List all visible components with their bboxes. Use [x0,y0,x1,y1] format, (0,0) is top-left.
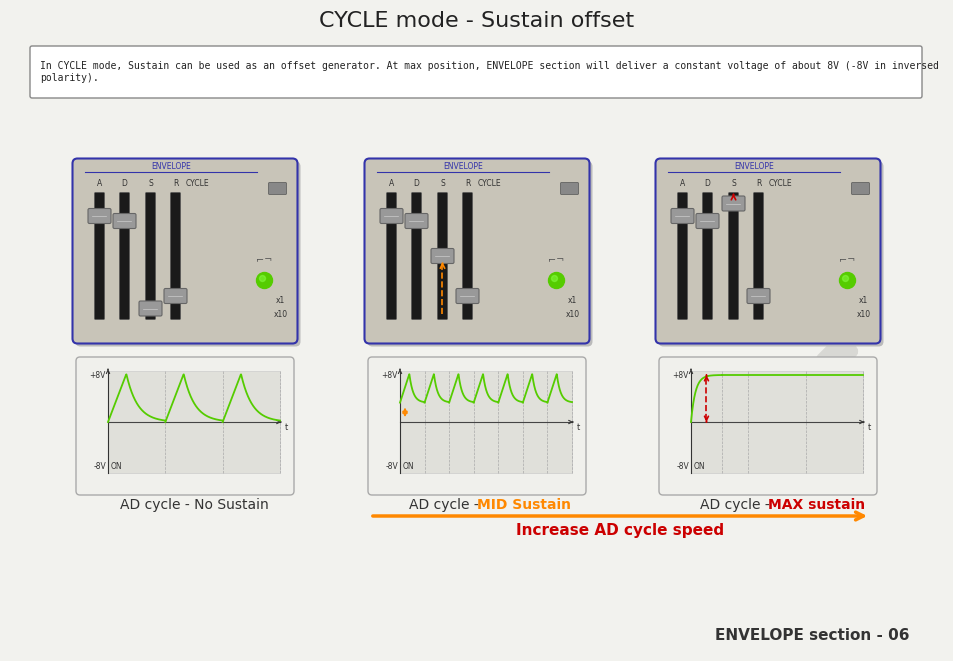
Text: -8V: -8V [93,462,106,471]
Circle shape [551,276,557,282]
FancyBboxPatch shape [753,192,762,319]
Text: -8V: -8V [385,462,397,471]
Text: A: A [679,179,684,188]
FancyBboxPatch shape [405,214,428,229]
Circle shape [548,272,564,288]
FancyBboxPatch shape [146,192,155,319]
FancyBboxPatch shape [379,208,402,223]
FancyBboxPatch shape [677,192,687,319]
Text: ENVELOPE: ENVELOPE [734,162,774,171]
Text: +8V: +8V [672,371,688,380]
FancyBboxPatch shape [701,192,712,319]
FancyBboxPatch shape [721,196,744,211]
FancyBboxPatch shape [76,357,294,495]
Text: R: R [755,179,760,188]
FancyBboxPatch shape [367,161,592,346]
Text: R: R [464,179,470,188]
FancyBboxPatch shape [659,357,876,495]
FancyBboxPatch shape [462,192,472,319]
FancyBboxPatch shape [108,371,280,473]
FancyBboxPatch shape [411,192,421,319]
Text: t: t [285,423,288,432]
Text: CYCLE: CYCLE [186,179,209,188]
Text: t: t [577,423,579,432]
Text: x10: x10 [274,310,287,319]
Text: D: D [121,179,128,188]
FancyBboxPatch shape [696,214,719,229]
Text: x1: x1 [275,296,285,305]
FancyBboxPatch shape [112,214,136,229]
FancyBboxPatch shape [88,208,111,223]
Text: CYCLE: CYCLE [477,179,500,188]
Text: S: S [148,179,152,188]
FancyBboxPatch shape [456,288,478,303]
Text: x1: x1 [858,296,867,305]
Text: A: A [97,179,102,188]
FancyBboxPatch shape [655,159,880,344]
FancyBboxPatch shape [690,371,862,473]
Circle shape [256,272,273,288]
Text: ENVELOPE: ENVELOPE [443,162,483,171]
Text: S: S [730,179,735,188]
Text: x10: x10 [565,310,579,319]
Text: In CYCLE mode, Sustain can be used as an offset generator. At max position, ENVE: In CYCLE mode, Sustain can be used as an… [40,61,938,83]
Text: x10: x10 [856,310,870,319]
Text: MID Sustain: MID Sustain [476,498,571,512]
Text: Increase AD cycle speed: Increase AD cycle speed [516,524,723,539]
Text: ON: ON [111,462,123,471]
Text: ENVELOPE section - 06: ENVELOPE section - 06 [715,629,909,644]
FancyBboxPatch shape [364,159,589,344]
FancyBboxPatch shape [560,182,578,194]
FancyBboxPatch shape [72,159,297,344]
Circle shape [259,276,265,282]
FancyBboxPatch shape [728,192,738,319]
FancyBboxPatch shape [139,301,162,316]
FancyBboxPatch shape [386,192,396,319]
Text: +8V: +8V [90,371,106,380]
FancyBboxPatch shape [670,208,693,223]
FancyBboxPatch shape [75,161,300,346]
Text: S: S [439,179,444,188]
FancyBboxPatch shape [399,371,572,473]
FancyBboxPatch shape [658,161,882,346]
Text: +8V: +8V [381,371,397,380]
FancyBboxPatch shape [431,249,454,264]
Text: t: t [867,423,870,432]
FancyBboxPatch shape [368,357,585,495]
FancyBboxPatch shape [746,288,769,303]
Text: D: D [704,179,710,188]
Text: AD cycle -: AD cycle - [409,498,482,512]
FancyBboxPatch shape [94,192,105,319]
FancyBboxPatch shape [164,288,187,303]
FancyBboxPatch shape [30,46,921,98]
Text: AD cycle -: AD cycle - [700,498,773,512]
FancyBboxPatch shape [268,182,286,194]
FancyBboxPatch shape [437,192,447,319]
Text: ⌐¬: ⌐¬ [256,256,273,266]
Text: -8V: -8V [676,462,688,471]
Text: x1: x1 [567,296,577,305]
Text: R: R [172,179,178,188]
Text: ON: ON [693,462,705,471]
Text: CYCLE: CYCLE [768,179,792,188]
Text: D: D [414,179,419,188]
Circle shape [839,272,855,288]
FancyBboxPatch shape [171,192,180,319]
Text: ⌐¬: ⌐¬ [839,256,855,266]
Text: A: A [389,179,394,188]
FancyBboxPatch shape [851,182,868,194]
Text: ⌐¬: ⌐¬ [548,256,564,266]
Text: ON: ON [402,462,415,471]
FancyBboxPatch shape [119,192,130,319]
Text: MAX sustain: MAX sustain [767,498,864,512]
Circle shape [841,276,847,282]
Text: ENVELOPE: ENVELOPE [152,162,192,171]
Text: CYCLE mode - Sustain offset: CYCLE mode - Sustain offset [319,11,634,31]
Text: AD cycle - No Sustain: AD cycle - No Sustain [120,498,269,512]
